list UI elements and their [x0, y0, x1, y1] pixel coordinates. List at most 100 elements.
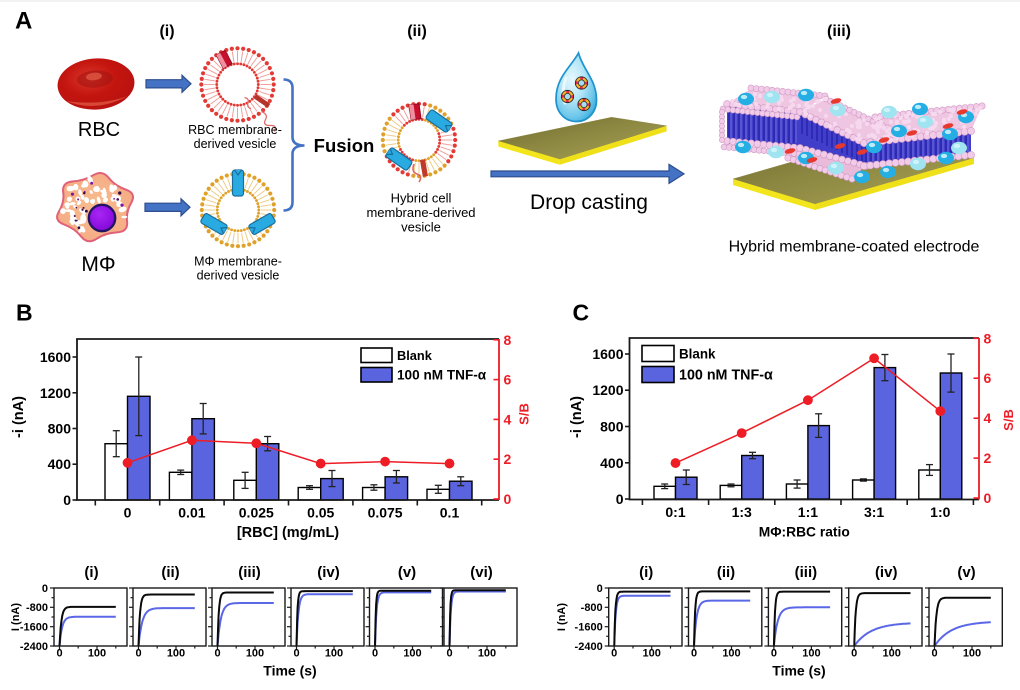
svg-text:0.075: 0.075: [368, 505, 403, 521]
svg-text:(iv): (iv): [317, 564, 340, 581]
svg-text:100: 100: [802, 648, 820, 660]
svg-text:(i): (i): [639, 564, 653, 581]
svg-text:0: 0: [611, 648, 617, 660]
svg-text:(i): (i): [159, 23, 174, 40]
svg-text:(i): (i): [84, 564, 98, 581]
svg-text:membrane-derived: membrane-derived: [366, 205, 475, 220]
svg-text:-1600: -1600: [575, 622, 603, 634]
svg-text:1:0: 1:0: [930, 504, 950, 520]
svg-text:3:1: 3:1: [864, 504, 884, 520]
svg-text:(iii): (iii): [238, 564, 261, 581]
svg-text:0: 0: [931, 648, 937, 660]
svg-text:(v): (v): [957, 564, 975, 581]
svg-text:-800: -800: [26, 602, 48, 614]
svg-text:-i (nA): -i (nA): [569, 396, 585, 438]
svg-text:0: 0: [63, 492, 71, 508]
svg-text:0: 0: [42, 583, 48, 595]
svg-text:4: 4: [984, 410, 992, 426]
svg-text:1600: 1600: [40, 349, 71, 365]
svg-text:(vi): (vi): [470, 564, 493, 581]
svg-text:0: 0: [691, 648, 697, 660]
svg-text:[RBC] (mg/mL): [RBC] (mg/mL): [237, 525, 339, 541]
svg-text:0: 0: [984, 490, 992, 506]
svg-text:100: 100: [643, 648, 661, 660]
svg-text:Time (s): Time (s): [772, 663, 825, 679]
svg-text:-1600: -1600: [20, 622, 48, 634]
svg-text:RBC membrane-: RBC membrane-: [188, 123, 282, 137]
svg-text:400: 400: [600, 455, 624, 471]
svg-text:0: 0: [616, 491, 624, 507]
svg-text:0.05: 0.05: [307, 505, 334, 521]
svg-text:0:1: 0:1: [665, 504, 685, 520]
svg-text:8: 8: [504, 332, 512, 348]
svg-text:6: 6: [504, 372, 512, 388]
svg-text:Hybrid cell: Hybrid cell: [391, 191, 452, 206]
svg-text:1:3: 1:3: [732, 504, 752, 520]
svg-text:100: 100: [478, 648, 496, 660]
svg-text:(iv): (iv): [875, 564, 898, 581]
svg-text:MΦ:RBC ratio: MΦ:RBC ratio: [759, 525, 850, 540]
svg-text:6: 6: [984, 370, 992, 386]
svg-text:MΦ membrane-: MΦ membrane-: [194, 255, 282, 269]
svg-text:-i (nA): -i (nA): [11, 396, 27, 438]
svg-text:0: 0: [446, 648, 452, 660]
svg-text:0: 0: [293, 648, 299, 660]
svg-text:RBC: RBC: [78, 119, 120, 141]
svg-text:S/B: S/B: [1001, 409, 1016, 431]
svg-text:2: 2: [504, 451, 512, 467]
svg-text:100: 100: [167, 648, 185, 660]
svg-text:1200: 1200: [40, 385, 71, 401]
svg-text:100: 100: [722, 648, 740, 660]
svg-text:400: 400: [48, 456, 72, 472]
svg-text:Hybrid membrane-coated electro: Hybrid membrane-coated electrode: [729, 239, 980, 256]
svg-text:I (nA): I (nA): [10, 603, 22, 631]
svg-text:(iii): (iii): [795, 564, 818, 581]
svg-text:0.01: 0.01: [178, 505, 205, 521]
svg-text:(iii): (iii): [827, 23, 851, 40]
svg-text:1200: 1200: [592, 382, 623, 398]
svg-text:vesicle: vesicle: [401, 220, 441, 235]
svg-text:1600: 1600: [592, 346, 623, 362]
svg-text:0: 0: [372, 648, 378, 660]
svg-text:1:1: 1:1: [798, 504, 818, 520]
svg-text:2: 2: [984, 450, 992, 466]
svg-text:100: 100: [963, 648, 981, 660]
svg-text:B: B: [16, 300, 33, 326]
svg-text:0.1: 0.1: [440, 505, 460, 521]
svg-text:0: 0: [597, 583, 603, 595]
svg-text:100 nM TNF-α: 100 nM TNF-α: [679, 367, 773, 383]
svg-text:MΦ: MΦ: [81, 253, 115, 276]
svg-text:100: 100: [883, 648, 901, 660]
svg-text:0.025: 0.025: [239, 505, 274, 521]
svg-text:100: 100: [88, 648, 106, 660]
svg-text:0: 0: [214, 648, 220, 660]
svg-text:100 nM TNF-α: 100 nM TNF-α: [397, 368, 487, 383]
svg-text:Time (s): Time (s): [263, 663, 316, 679]
svg-text:(ii): (ii): [161, 564, 179, 581]
svg-text:0: 0: [771, 648, 777, 660]
svg-text:0: 0: [135, 648, 141, 660]
svg-text:(ii): (ii): [717, 564, 735, 581]
svg-text:0: 0: [504, 491, 512, 507]
svg-text:Blank: Blank: [397, 348, 433, 363]
svg-text:0: 0: [851, 648, 857, 660]
svg-text:100: 100: [325, 648, 343, 660]
svg-text:Blank: Blank: [679, 346, 716, 361]
svg-text:4: 4: [504, 411, 512, 427]
svg-text:0: 0: [56, 648, 62, 660]
svg-text:derived vesicle: derived vesicle: [197, 269, 280, 283]
svg-text:(v): (v): [398, 564, 416, 581]
svg-text:Fusion: Fusion: [314, 135, 375, 156]
svg-text:-2400: -2400: [20, 641, 48, 653]
svg-text:800: 800: [600, 419, 624, 435]
svg-text:A: A: [15, 8, 32, 35]
svg-text:derived vesicle: derived vesicle: [194, 137, 277, 151]
svg-text:-2400: -2400: [575, 641, 603, 653]
svg-text:-800: -800: [581, 602, 603, 614]
svg-text:100: 100: [403, 648, 421, 660]
svg-text:800: 800: [48, 421, 72, 437]
svg-text:(ii): (ii): [407, 23, 427, 40]
svg-text:S/B: S/B: [517, 403, 532, 425]
svg-text:Drop casting: Drop casting: [530, 191, 648, 214]
svg-text:8: 8: [984, 330, 992, 346]
